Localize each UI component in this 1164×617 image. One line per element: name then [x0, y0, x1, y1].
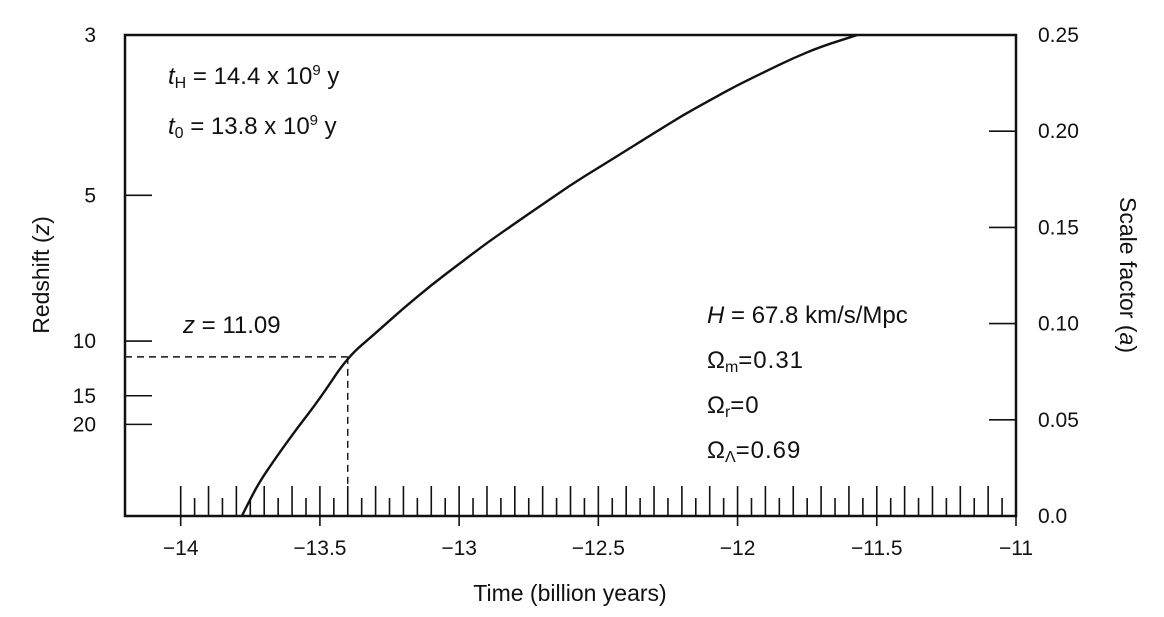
- left-tick-label: 3: [84, 24, 96, 47]
- left-tick-label: 10: [73, 330, 96, 353]
- scale-factor-curve: [240, 33, 858, 517]
- right-tick-label: 0.25: [1038, 24, 1079, 47]
- x-tick-label: −13.5: [293, 537, 346, 560]
- y-axis-label-right: Scale factor (a): [1115, 197, 1141, 353]
- x-tick-label: −13: [441, 537, 477, 560]
- x-tick-label: −12: [720, 537, 756, 560]
- y-axis-label-left: Redshift (z): [28, 216, 54, 334]
- x-axis-label: Time (billion years): [473, 580, 666, 606]
- annotation-param: Ωm=0.31: [707, 347, 804, 376]
- annotation-param: ΩΛ=0.69: [707, 437, 801, 466]
- x-tick-label: −14: [163, 537, 199, 560]
- tick-labels: −14 −13.5 −13 −12.5 −12 −11.5 −110.0 0.05 0.10 0.…: [73, 24, 1079, 560]
- tick-marks: [125, 34, 1017, 526]
- right-tick-label: 0.05: [1038, 409, 1079, 432]
- annotation-line: tH = 14.4 x 109 y: [168, 62, 339, 92]
- marker-label: z = 11.09: [182, 312, 281, 339]
- right-tick-label: 0.10: [1038, 313, 1079, 336]
- left-tick-label: 5: [84, 184, 96, 207]
- annotation-param: Ωr=0: [707, 392, 760, 421]
- left-tick-label: 15: [73, 385, 96, 408]
- x-tick-label: −12.5: [572, 537, 625, 560]
- right-tick-label: 0.0: [1038, 505, 1067, 528]
- right-tick-label: 0.15: [1038, 216, 1079, 239]
- x-tick-label: −11: [999, 537, 1033, 560]
- annotation-cosmology-parameters: H = 67.8 km/s/Mpc Ωm=0.31 Ωr=0 ΩΛ=0.69: [707, 302, 908, 466]
- annotation-param: H = 67.8 km/s/Mpc: [707, 302, 908, 329]
- x-tick-label: −11.5: [851, 537, 903, 560]
- plot-frame: [123, 33, 1018, 518]
- annotation-line: t0 = 13.8 x 109 y: [168, 112, 337, 142]
- right-tick-label: 0.20: [1038, 120, 1079, 143]
- left-tick-label: 20: [73, 413, 96, 436]
- annotation-hubble-times: tH = 14.4 x 109 y t0 = 13.8 x 109 y: [168, 62, 339, 142]
